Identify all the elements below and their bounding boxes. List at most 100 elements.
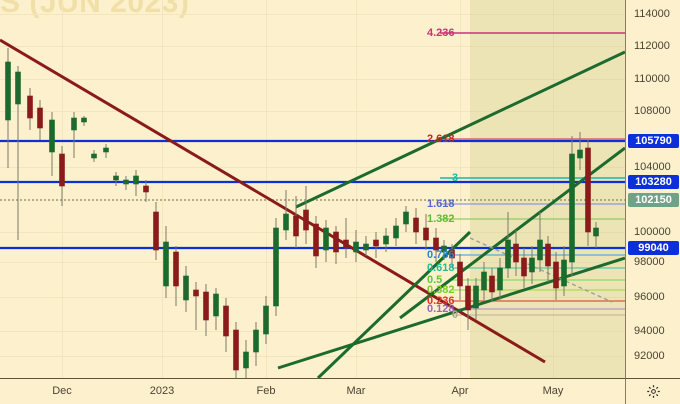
candle-body	[553, 261, 559, 289]
candle-body	[449, 249, 455, 259]
candle-body	[303, 209, 309, 231]
vertical-gridline	[356, 0, 357, 378]
price-tick-label: 108000	[634, 105, 671, 117]
fib-level-label: 0.5	[427, 274, 443, 286]
price-axis[interactable]: 114000 112000 110000 108000 104000 100000 9800…	[625, 0, 680, 378]
candle-body	[203, 291, 209, 321]
fib-level-label: 0.128	[427, 303, 455, 315]
time-axis[interactable]: Dec 2023 Feb Mar Apr May	[0, 378, 680, 404]
price-tick-label: 94000	[634, 325, 665, 337]
candle-body	[577, 149, 583, 159]
chart-plot-area[interactable]: S (JUN 2023) 4.236 2.618 3 1.618 1.382 0.786 0…	[0, 0, 625, 378]
candle-body	[193, 289, 199, 297]
candle-body	[243, 351, 249, 369]
candle-body	[441, 245, 447, 253]
candle-body	[5, 61, 11, 121]
fib-level-label: 1.618	[427, 198, 455, 210]
candle-body	[123, 179, 129, 185]
candle-body	[393, 225, 399, 239]
candlestick-series	[5, 48, 599, 378]
candle-body	[273, 227, 279, 307]
fib-level-label: 0	[452, 309, 459, 321]
candle-body	[505, 239, 511, 269]
candle-body	[537, 239, 543, 261]
time-tick-label: 2023	[149, 385, 175, 397]
candle-body	[103, 147, 109, 153]
candle-body	[569, 153, 575, 263]
time-tick-label: Apr	[451, 385, 469, 397]
candle-body	[113, 175, 119, 181]
candle-body	[49, 119, 55, 153]
uptrend-channel-upper	[295, 50, 625, 209]
candle-body	[173, 251, 179, 287]
candle-body	[81, 117, 87, 123]
candle-body	[545, 243, 551, 267]
candle-body	[143, 185, 149, 193]
candle-body	[91, 153, 97, 159]
candle-body	[513, 243, 519, 263]
fib-level-label: 4.236	[427, 27, 455, 39]
horizontal-gridline	[0, 297, 625, 298]
candle-body	[353, 241, 359, 253]
candle-body	[593, 227, 599, 237]
candle-body	[343, 239, 349, 249]
candle-body	[59, 153, 65, 187]
fib-level-label: 1.382	[427, 213, 455, 225]
candle-body	[233, 329, 239, 371]
time-tick-label: Feb	[256, 385, 276, 397]
candle-body	[223, 305, 229, 337]
time-tick-label: Dec	[52, 385, 72, 397]
candle-body	[71, 117, 77, 131]
price-tick-label: 104000	[634, 161, 671, 173]
candle-body	[521, 257, 527, 277]
candle-body	[413, 217, 419, 233]
uptrend-support	[316, 230, 472, 378]
time-tick-label: Mar	[346, 385, 366, 397]
vertical-gridline	[266, 0, 267, 378]
horizontal-gridline	[0, 167, 625, 168]
candle-body	[333, 231, 339, 253]
candle-body	[403, 211, 409, 225]
fib-level-label: 0.236	[427, 295, 455, 307]
candle-body	[433, 237, 439, 251]
horizontal-gridline	[0, 262, 625, 263]
fib-level-label: 3	[452, 172, 459, 184]
price-tick-label: 100000	[634, 226, 671, 238]
candle-body	[465, 285, 471, 311]
fib-level-label: 0.618	[427, 262, 455, 274]
uptrend-channel-lower	[277, 256, 625, 370]
horizontal-gridline	[0, 111, 625, 112]
candle-body	[323, 227, 329, 251]
candle-body	[473, 285, 479, 309]
candle-body	[15, 71, 21, 105]
horizontal-gridline	[0, 46, 625, 47]
horizontal-gridline	[0, 14, 625, 15]
fib-level-label: 0.786	[427, 249, 455, 261]
candle-body	[363, 243, 369, 251]
candle-body	[489, 275, 495, 293]
price-badge: 103280	[628, 175, 679, 189]
candle-body	[37, 107, 43, 129]
candle-body	[423, 227, 429, 241]
candle-body	[183, 275, 189, 301]
candle-body	[457, 261, 463, 287]
candle-body	[27, 95, 33, 119]
vertical-gridline	[162, 0, 163, 378]
candle-body	[213, 293, 219, 317]
price-badge: 102150	[628, 193, 679, 207]
price-tick-label: 96000	[634, 291, 665, 303]
candle-body	[293, 215, 299, 237]
price-badge: 99040	[628, 241, 679, 255]
candle-body	[373, 239, 379, 247]
candle-body	[133, 175, 139, 185]
chart-settings-button[interactable]	[625, 378, 680, 404]
candle-body	[585, 147, 591, 233]
fib-level-label: 0.382	[427, 284, 455, 296]
downtrend-major	[0, 38, 546, 364]
price-badge: 105790	[628, 134, 679, 148]
candle-body	[497, 267, 503, 291]
candle-body	[529, 257, 535, 273]
candle-body	[383, 235, 389, 245]
price-tick-label: 112000	[634, 40, 670, 52]
